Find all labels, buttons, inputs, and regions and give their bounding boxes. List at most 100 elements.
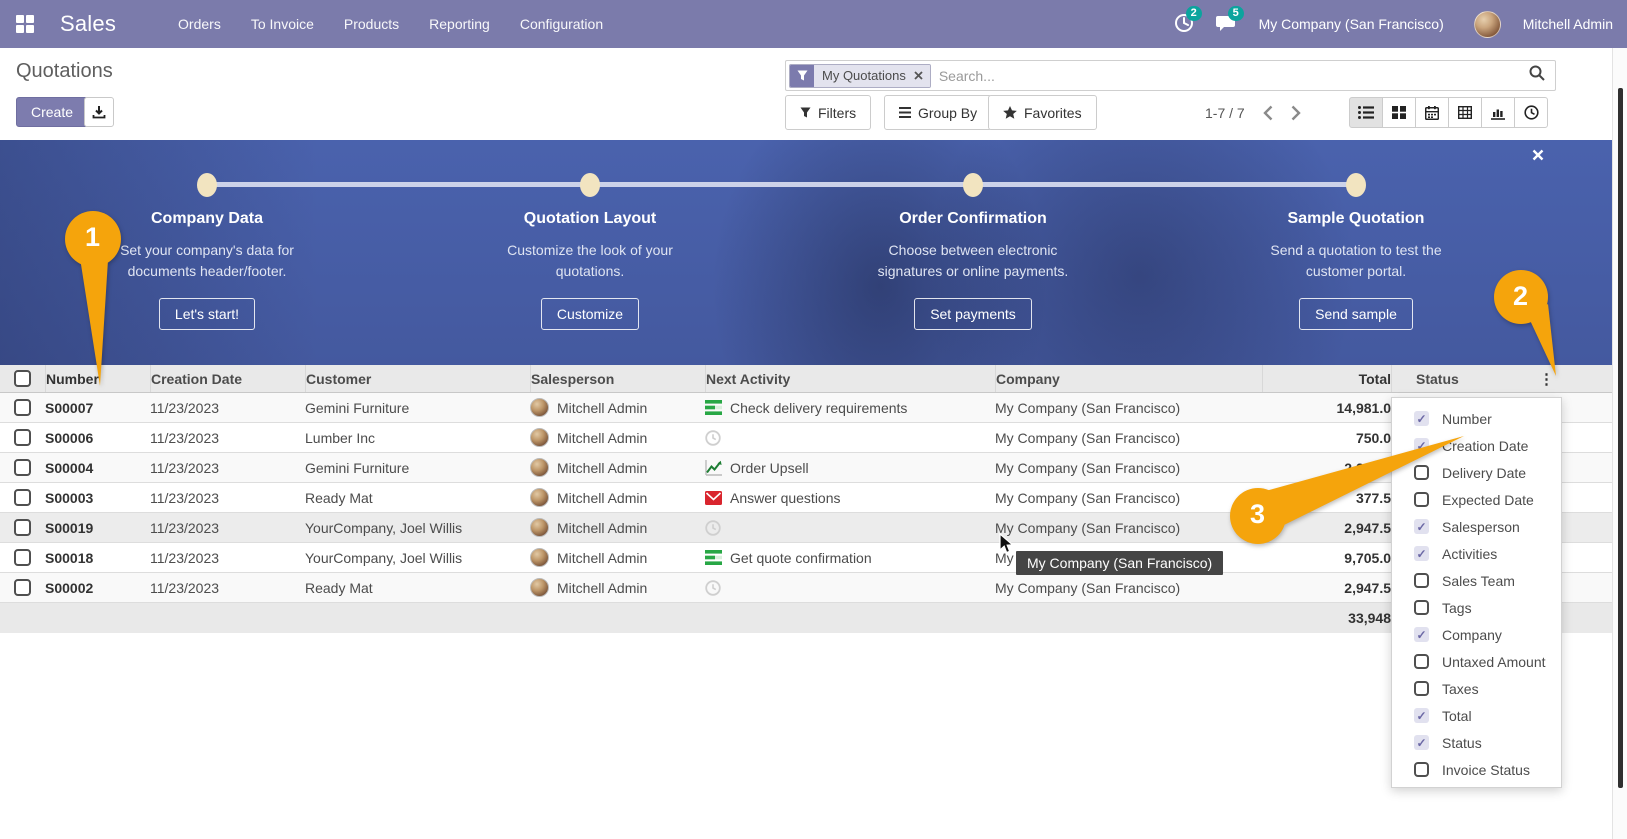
column-header-status[interactable]: Status [1391, 365, 1612, 392]
dropdown-item-sales-team[interactable]: Sales Team [1392, 567, 1561, 594]
filters-button[interactable]: Filters [785, 95, 872, 130]
creation-date: 11/23/2023 [150, 549, 220, 566]
column-options-icon[interactable]: ⋮ [1539, 370, 1554, 388]
checkbox[interactable] [1414, 411, 1429, 426]
nav-item-reporting[interactable]: Reporting [429, 16, 490, 32]
activities-icon[interactable]: 2 [1174, 5, 1202, 36]
dropdown-item-taxes[interactable]: Taxes [1392, 675, 1561, 702]
pivot-icon [1458, 106, 1472, 119]
company-switcher[interactable]: My Company (San Francisco) [1258, 16, 1444, 32]
user-name[interactable]: Mitchell Admin [1522, 16, 1613, 32]
dropdown-item-activities[interactable]: Activities [1392, 540, 1561, 567]
checkbox[interactable] [1414, 708, 1429, 723]
column-header-next-activity[interactable]: Next Activity [705, 365, 995, 392]
quotation-row[interactable]: S00007 11/23/2023 Gemini Furniture Mitch… [0, 393, 1612, 423]
customer: YourCompany, Joel Willis [305, 549, 463, 566]
quotation-row[interactable]: S00006 11/23/2023 Lumber Inc Mitchell Ad… [0, 423, 1612, 453]
dropdown-item-company[interactable]: Company [1392, 621, 1561, 648]
dropdown-item-delivery-date[interactable]: Delivery Date [1392, 459, 1561, 486]
creation-date: 11/23/2023 [150, 579, 220, 596]
row-checkbox[interactable] [14, 489, 31, 506]
customize-button[interactable]: Customize [540, 298, 640, 330]
quotation-row[interactable]: S00002 11/23/2023 Ready Mat Mitchell Adm… [0, 573, 1612, 603]
row-checkbox[interactable] [14, 429, 31, 446]
dropdown-item-salesperson[interactable]: Salesperson [1392, 513, 1561, 540]
quotation-row[interactable]: S00004 11/23/2023 Gemini Furniture Mitch… [0, 453, 1612, 483]
customer: YourCompany, Joel Willis [305, 519, 463, 536]
quotation-row[interactable]: S00019 11/23/2023 YourCompany, Joel Will… [0, 513, 1612, 543]
checkbox[interactable] [1414, 681, 1429, 696]
salesperson: Mitchell Admin [557, 459, 648, 476]
favorites-button[interactable]: Favorites [988, 95, 1097, 130]
export-button[interactable] [84, 97, 114, 127]
checkbox[interactable] [1414, 573, 1429, 588]
download-icon [92, 106, 106, 119]
set-payments-button[interactable]: Set payments [914, 298, 1032, 330]
send-sample-button[interactable]: Send sample [1299, 298, 1413, 330]
calendar-view-button[interactable] [1415, 97, 1449, 128]
column-header-creation-date[interactable]: Creation Date [150, 365, 305, 392]
dropdown-item-number[interactable]: Number [1392, 405, 1561, 432]
user-avatar[interactable] [1473, 10, 1501, 38]
column-header-number[interactable]: Number [45, 365, 150, 392]
group-by-button[interactable]: Group By [884, 95, 993, 130]
search-bar[interactable]: My Quotations Search... [785, 60, 1556, 91]
nav-item-orders[interactable]: Orders [178, 16, 221, 32]
nav-item-to-invoice[interactable]: To Invoice [250, 16, 314, 32]
list-view-button[interactable] [1349, 97, 1383, 128]
dropdown-item-status[interactable]: Status [1392, 729, 1561, 756]
dropdown-item-expected-date[interactable]: Expected Date [1392, 486, 1561, 513]
app-name[interactable]: Sales [60, 11, 117, 36]
row-checkbox[interactable] [14, 579, 31, 596]
search-icon[interactable] [1529, 65, 1545, 86]
top-navbar: Sales Orders To Invoice Products Reporti… [0, 0, 1627, 48]
column-header-total[interactable]: Total [1262, 365, 1391, 392]
checkbox[interactable] [1414, 438, 1429, 453]
row-checkbox[interactable] [14, 519, 31, 536]
checkbox[interactable] [1414, 762, 1429, 777]
activity-view-button[interactable] [1514, 97, 1548, 128]
graph-view-button[interactable] [1481, 97, 1515, 128]
dropdown-item-creation-date[interactable]: Creation Date [1392, 432, 1561, 459]
column-header-company[interactable]: Company [995, 365, 1262, 392]
create-button[interactable]: Create [16, 97, 89, 127]
quotation-row[interactable]: S00003 11/23/2023 Ready Mat Mitchell Adm… [0, 483, 1612, 513]
column-header-salesperson[interactable]: Salesperson [530, 365, 705, 392]
dropdown-item-tags[interactable]: Tags [1392, 594, 1561, 621]
checkbox[interactable] [1414, 546, 1429, 561]
dropdown-item-invoice-status[interactable]: Invoice Status [1392, 756, 1561, 783]
apps-menu-icon[interactable] [8, 7, 42, 41]
checkbox[interactable] [1414, 519, 1429, 534]
row-checkbox[interactable] [14, 459, 31, 476]
checkbox[interactable] [1414, 627, 1429, 642]
row-checkbox[interactable] [14, 399, 31, 416]
pager-previous-icon[interactable] [1263, 105, 1273, 121]
checkbox[interactable] [1414, 735, 1429, 750]
nav-item-products[interactable]: Products [343, 16, 400, 32]
search-facet-my-quotations[interactable]: My Quotations [789, 63, 931, 88]
banner-close-icon[interactable] [1532, 148, 1544, 165]
quotation-row[interactable]: S00018 11/23/2023 YourCompany, Joel Will… [0, 543, 1612, 573]
messages-icon[interactable]: 5 [1215, 5, 1244, 36]
lets-start-button[interactable]: Let's start! [158, 298, 256, 330]
checkbox[interactable] [1414, 465, 1429, 480]
quotation-number: S00003 [45, 489, 94, 506]
scrollbar-thumb[interactable] [1618, 88, 1623, 788]
pager-next-icon[interactable] [1291, 105, 1301, 121]
total-amount: 377.5 [1355, 489, 1391, 506]
checkbox[interactable] [1414, 600, 1429, 615]
nav-item-configuration[interactable]: Configuration [519, 16, 604, 32]
pivot-view-button[interactable] [1448, 97, 1482, 128]
group-by-label: Group By [918, 104, 978, 121]
checkbox[interactable] [1414, 492, 1429, 507]
facet-remove-icon[interactable] [913, 64, 930, 87]
column-header-customer[interactable]: Customer [305, 365, 530, 392]
row-checkbox[interactable] [14, 549, 31, 566]
dropdown-item-total[interactable]: Total [1392, 702, 1561, 729]
step-dot-1 [197, 173, 217, 197]
select-all-checkbox[interactable] [14, 370, 31, 387]
dropdown-item-untaxed-amount[interactable]: Untaxed Amount [1392, 648, 1561, 675]
kanban-view-button[interactable] [1382, 97, 1416, 128]
search-input[interactable]: Search... [938, 67, 995, 84]
checkbox[interactable] [1414, 654, 1429, 669]
